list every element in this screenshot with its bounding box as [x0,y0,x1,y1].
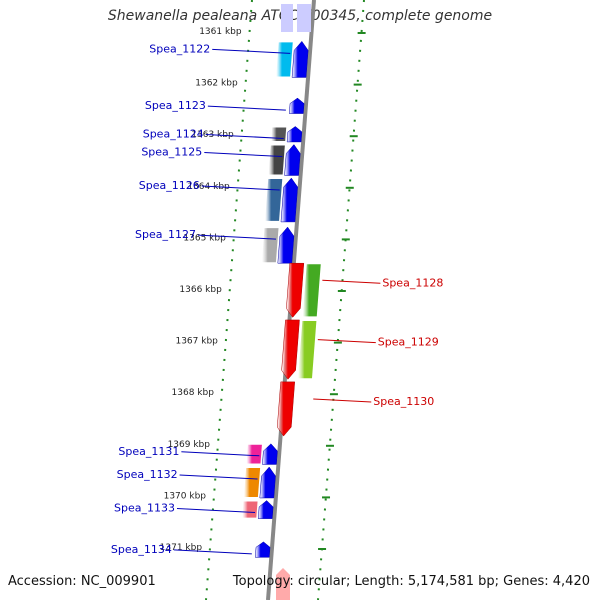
gene-label: Spea_1129 [378,336,439,349]
gene-label: Spea_1124 [143,127,204,140]
gene-arrow [257,500,274,519]
cog-box [242,501,258,518]
genome-summary: Topology: circular; Length: 5,174,581 bp… [232,574,590,589]
gene-label: Spea_1122 [149,42,210,55]
scale-label: 1371 kbp [160,543,203,553]
scale-label: 1367 kbp [175,337,218,347]
scale-label: 1365 kbp [183,233,226,243]
gene-leader-line [205,133,284,139]
gene-arrow [280,177,298,223]
gene-leader-line [173,549,252,555]
gene-arrow [277,381,295,437]
cog-box [297,320,317,379]
cog-box [271,127,287,141]
gene-label: Spea_1131 [118,445,179,458]
gene-leader-line [197,234,277,240]
cog-box [302,264,321,317]
scale-label: 1361 kbp [199,27,242,37]
cog-box [268,145,285,175]
cog-box [276,42,293,77]
scale-label: 1368 kbp [172,388,215,398]
gene-arrow [262,443,278,465]
gene-label: Spea_1132 [117,468,178,481]
left-tick-rail [205,0,253,600]
gene-leader-line [204,152,283,158]
partial-gene-top [281,4,293,32]
right-tick-rail [317,0,365,600]
gene-arrow [255,541,271,558]
gene-label: Spea_1128 [382,276,443,289]
gene-arrow [277,226,295,264]
gene-leader-line [201,185,280,191]
scale-label: 1362 kbp [195,79,238,89]
gene-arrow [284,144,301,176]
gene-label: Spea_1130 [373,395,434,408]
gene-arrow [291,40,309,78]
gene-label: Spea_1127 [135,228,196,241]
gene-label: Spea_1125 [141,146,202,159]
gene-leader-line [176,508,256,514]
gene-arrow [281,319,300,380]
gene-leader-line [207,105,286,111]
partial-gene-top [297,4,311,32]
gene-label: Spea_1134 [111,543,172,556]
cog-box [246,444,262,464]
partial-gene-bottom [276,568,290,600]
gene-leader-line [313,398,372,403]
gene-label: Spea_1123 [145,99,206,112]
accession-label: Accession: NC_009901 [8,574,156,589]
gene-arrow [286,126,303,143]
gene-arrow [289,97,305,114]
gene-arrow [259,466,276,499]
gene-label: Spea_1126 [139,179,200,192]
cog-box [265,179,283,221]
gene-leader-line [317,339,376,344]
gene-leader-line [179,474,258,480]
scale-label: 1366 kbp [179,285,222,295]
gene-label: Spea_1133 [114,502,175,515]
gene-arrow [286,262,305,318]
cog-box [261,228,279,263]
scale-label: 1369 kbp [168,440,211,450]
scale-label: 1370 kbp [164,491,207,501]
gene-leader-line [212,48,291,54]
cog-box [243,468,261,497]
gene-leader-line [322,279,381,284]
gene-leader-line [181,451,260,457]
